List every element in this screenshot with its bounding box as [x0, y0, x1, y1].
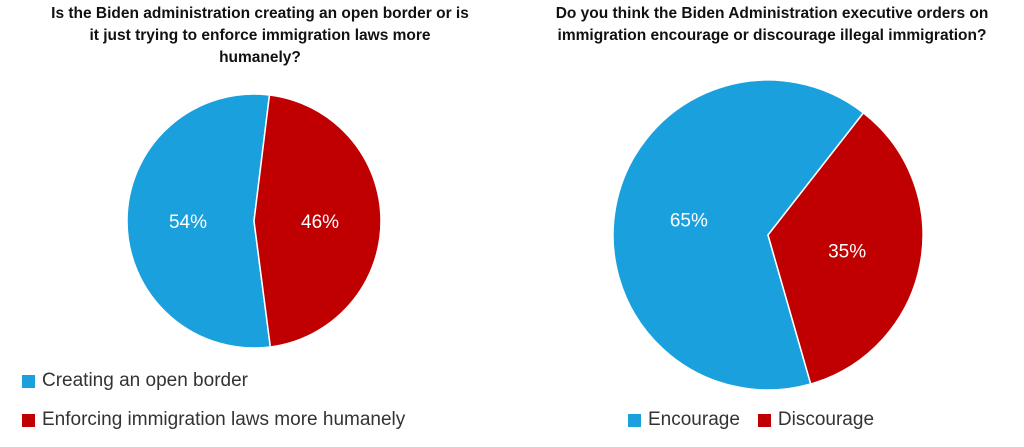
chart-1-legend-swatch-humanely — [22, 413, 35, 427]
chart-2-legend-item-discourage: Discourage — [757, 409, 875, 431]
chart-1-title-line: humanely? — [219, 49, 301, 66]
chart-2-slice-label-1: 35% — [828, 241, 866, 262]
chart-2-title-line: Do you think the Biden Administration ex… — [555, 5, 989, 22]
chart-2-slice-label-0: 65% — [670, 211, 708, 232]
chart-2-legend-label-discourage: Discourage — [777, 409, 875, 430]
chart-2-title-line: immigration encourage or discourage ille… — [557, 27, 987, 44]
chart-1-title: Is the Biden administration creating an … — [0, 3, 520, 69]
chart-1-slice-label-1: 46% — [301, 212, 339, 233]
chart-2-legend-label-encourage: Encourage — [648, 409, 740, 430]
chart-2-legend: Encourage Discourage — [628, 409, 892, 431]
chart-2-legend-swatch-discourage — [757, 413, 771, 427]
chart-1-title-line: it just trying to enforce immigration la… — [89, 27, 431, 44]
chart-2-legend-item-encourage: Encourage — [628, 409, 740, 431]
chart-1-slice-1 — [253, 94, 382, 348]
chart-1-slice-label-0: 54% — [169, 212, 207, 233]
chart-1-legend-label-humanely: Enforcing immigration laws more humanely — [42, 409, 406, 430]
chart-2-slice-0 — [612, 79, 865, 391]
chart-1-title-line: Is the Biden administration creating an … — [51, 5, 469, 22]
chart-1-legend-swatch-open-border — [22, 374, 35, 388]
chart-1-legend-item-open-border: Creating an open border — [22, 370, 248, 392]
chart-1-legend-label-open-border: Creating an open border — [42, 370, 248, 391]
chart-2-title: Do you think the Biden Administration ex… — [520, 3, 1024, 47]
chart-2-slice-1 — [767, 111, 924, 385]
chart-1-slice-0 — [126, 93, 272, 349]
chart-1-legend-item-humanely: Enforcing immigration laws more humanely — [22, 409, 405, 431]
chart-2-legend-swatch-encourage — [628, 413, 641, 427]
